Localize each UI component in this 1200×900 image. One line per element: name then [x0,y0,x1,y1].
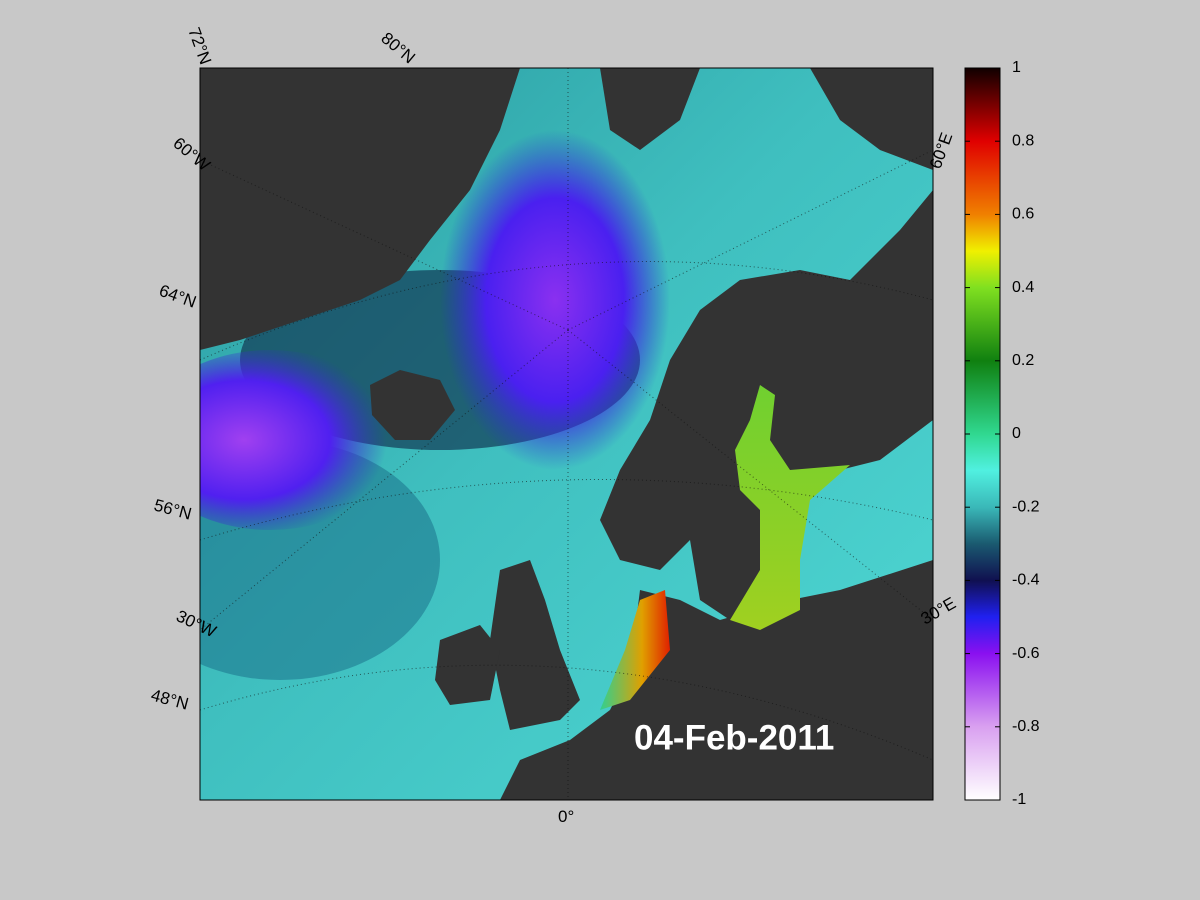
colorbar-tick-label: -0.6 [1012,645,1040,662]
colorbar-tick-label: 0 [1012,425,1021,442]
colorbar-tick-label: 0.2 [1012,352,1034,369]
map-area [200,68,933,800]
date-label: 04-Feb-2011 [634,718,834,757]
sea-region [730,385,850,630]
sea-region [600,590,670,710]
colorbar-tick-label: -0.4 [1012,572,1040,589]
graticule-label: 48°N [149,686,191,714]
colorbar-tick-label: -1 [1012,791,1026,808]
land [810,68,933,170]
colorbar-tick-label: 1 [1012,59,1021,76]
graticule-label: 0° [558,807,574,826]
map-frame [199,67,934,801]
colorbar-tick-label: -0.2 [1012,498,1040,515]
anomaly-low [440,130,670,470]
graticule [567,329,933,621]
colorbar-tick-label: -0.8 [1012,718,1040,735]
anomaly-low [200,350,400,530]
graticule-label: 80°N [377,29,418,68]
graticule-label: 56°N [152,496,194,524]
land [500,560,933,800]
land [370,370,455,440]
colorbar-tick-label: 0.8 [1012,132,1034,149]
land [490,560,580,730]
graticule-label: 64°N [157,281,199,312]
colorbar-tick-label: 0.6 [1012,206,1034,223]
colorbar [964,67,1001,801]
land [200,68,520,350]
land [435,625,500,705]
land [600,68,700,150]
graticule-label: 72°N [184,25,215,67]
colorbar-tick-label: 0.4 [1012,279,1034,296]
